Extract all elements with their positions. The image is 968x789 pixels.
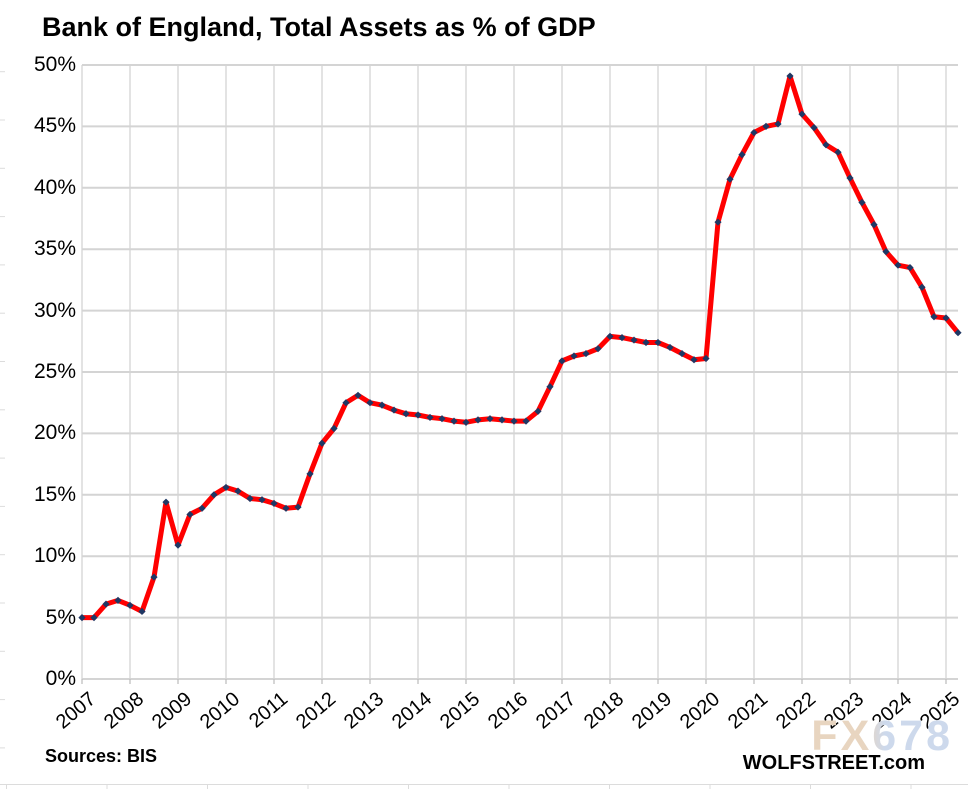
data-point-marker: [150, 573, 158, 581]
data-point-marker: [486, 415, 494, 423]
data-point-marker: [786, 72, 794, 80]
data-point-marker: [606, 332, 614, 340]
data-point-marker: [162, 498, 170, 506]
assets-line: [79, 73, 961, 621]
data-point-marker: [750, 128, 758, 137]
data-point-marker: [438, 415, 446, 423]
data-point-marker: [558, 357, 566, 365]
data-point-marker: [714, 218, 722, 226]
data-point-marker: [582, 349, 590, 358]
data-point-marker: [738, 151, 746, 159]
data-point-marker: [534, 407, 542, 415]
data-point-marker: [390, 406, 398, 414]
data-point-marker: [186, 510, 194, 519]
data-point-marker: [834, 148, 842, 156]
data-point-marker: [474, 416, 482, 424]
data-point-marker: [174, 541, 182, 549]
data-point-marker: [462, 418, 470, 426]
data-point-marker: [114, 596, 122, 605]
data-point-marker: [594, 345, 602, 353]
data-point-marker: [810, 124, 818, 132]
y-tick-label: 45%: [33, 114, 76, 138]
data-point-marker: [546, 383, 554, 391]
data-point-marker: [882, 248, 890, 256]
data-point-marker: [630, 336, 638, 344]
data-point-marker: [330, 424, 338, 433]
data-point-marker: [342, 399, 350, 407]
y-tick-label: 50%: [33, 53, 76, 76]
data-point-marker: [822, 141, 830, 149]
data-point-marker: [450, 417, 458, 425]
y-tick-label: 40%: [33, 175, 76, 199]
data-point-marker: [762, 122, 770, 130]
data-point-marker: [510, 417, 518, 425]
data-point-marker: [666, 343, 674, 352]
y-tick-label: 35%: [33, 237, 76, 261]
data-point-marker: [402, 410, 410, 418]
data-point-marker: [954, 329, 962, 337]
data-point-marker: [234, 487, 242, 495]
data-point-marker: [774, 120, 782, 128]
y-tick-label: 30%: [33, 298, 76, 322]
chart-title: Bank of England, Total Assets as % of GD…: [42, 12, 596, 42]
data-point-marker: [678, 349, 686, 358]
data-point-marker: [138, 607, 146, 616]
x-axis-ticks: [81, 679, 947, 684]
data-point-marker: [798, 110, 806, 118]
data-point-marker: [210, 491, 218, 499]
data-point-marker: [930, 313, 938, 321]
data-point-marker: [78, 614, 86, 622]
data-point-marker: [906, 264, 914, 272]
plot-gridlines: [81, 64, 958, 680]
y-tick-label: 20%: [33, 421, 76, 445]
data-point-marker: [90, 614, 98, 622]
data-point-marker: [126, 601, 134, 609]
data-point-marker: [846, 174, 854, 182]
y-tick-label: 15%: [33, 482, 76, 506]
data-point-marker: [942, 314, 950, 322]
data-point-marker: [294, 503, 302, 511]
wolfstreet-brand: WOLFSTREET.com: [742, 752, 925, 774]
data-point-marker: [198, 504, 206, 512]
data-point-marker: [354, 391, 362, 399]
data-point-marker: [414, 411, 422, 419]
y-tick-label: 10%: [33, 544, 76, 568]
y-tick-label: 0%: [45, 667, 76, 690]
data-point-marker: [642, 338, 650, 347]
data-point-marker: [522, 417, 530, 425]
y-tick-label: 5%: [45, 605, 76, 629]
data-point-marker: [258, 496, 266, 504]
data-point-marker: [102, 600, 110, 608]
data-point-marker: [378, 401, 386, 409]
data-point-marker: [366, 399, 374, 407]
y-tick-label: 25%: [33, 360, 76, 383]
data-point-marker: [246, 494, 254, 503]
data-point-marker: [654, 338, 662, 347]
data-point-marker: [690, 356, 698, 364]
data-point-marker: [726, 175, 734, 183]
data-point-marker: [702, 354, 710, 363]
data-point-marker: [618, 334, 626, 342]
data-point-marker: [918, 283, 926, 291]
data-point-marker: [270, 499, 278, 507]
data-point-marker: [498, 416, 506, 424]
data-point-marker: [894, 261, 902, 269]
data-point-marker: [870, 221, 878, 229]
data-point-markers: [78, 72, 962, 622]
sources-label: Sources: BIS: [45, 746, 158, 766]
data-point-marker: [306, 470, 314, 478]
data-point-marker: [858, 198, 866, 207]
sheet-gridline-ticks: [0, 71, 968, 789]
data-point-marker: [426, 413, 434, 422]
fx678-watermark: FX678: [811, 712, 953, 760]
data-point-marker: [282, 504, 290, 512]
data-point-marker: [570, 352, 578, 360]
data-point-marker: [318, 439, 326, 447]
data-point-marker: [222, 483, 230, 492]
